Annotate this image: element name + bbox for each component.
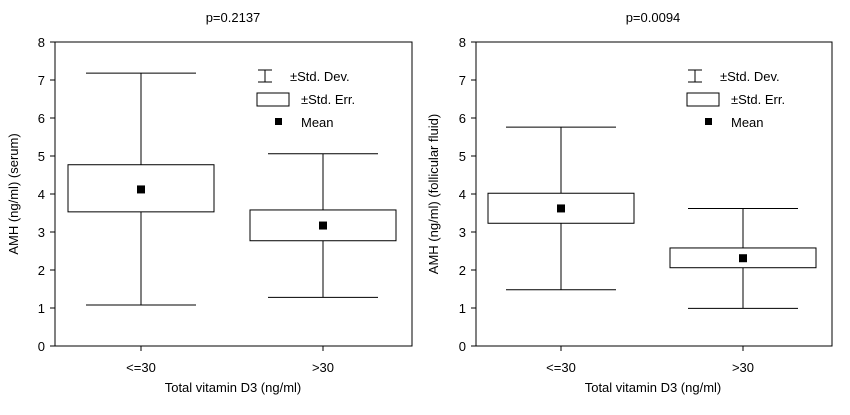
legend: ±Std. Dev. ±Std. Err. Mean — [256, 69, 355, 130]
legend-label-std-err: ±Std. Err. — [301, 92, 355, 107]
legend-label-mean: Mean — [731, 115, 764, 130]
y-tick-label: 7 — [459, 73, 466, 88]
x-tick-label: >30 — [732, 360, 754, 375]
legend-mean-symbol — [275, 118, 282, 125]
legend-label-std-dev: ±Std. Dev. — [290, 69, 350, 84]
chart-panel-follicular-fluid: p=0.0094 0 1 2 3 4 5 6 7 8 <=30 >30 Total vitamin D3… — [426, 10, 833, 395]
chart-title: p=0.0094 — [626, 10, 681, 25]
y-tick-label: 5 — [459, 149, 466, 164]
x-tick-label: >30 — [312, 360, 334, 375]
x-axis-title: Total vitamin D3 (ng/ml) — [165, 380, 302, 395]
y-tick-label: 1 — [459, 301, 466, 316]
x-tick-label: <=30 — [126, 360, 156, 375]
x-tick-label: <=30 — [546, 360, 576, 375]
y-axis-title: AMH (ng/ml) (serum) — [6, 133, 21, 254]
y-tick-label: 8 — [38, 35, 45, 50]
box-group — [249, 153, 397, 298]
box-group — [669, 207, 817, 309]
legend-label-std-dev: ±Std. Dev. — [720, 69, 780, 84]
y-tick-label: 2 — [459, 263, 466, 278]
y-tick-label: 5 — [38, 149, 45, 164]
y-tick-label: 0 — [38, 339, 45, 354]
y-tick-label: 6 — [38, 111, 45, 126]
box-group — [487, 126, 635, 291]
legend-box-symbol — [256, 92, 290, 107]
y-tick-label: 0 — [459, 339, 466, 354]
mean-marker — [739, 254, 747, 263]
legend: ±Std. Dev. ±Std. Err. Mean — [686, 69, 785, 130]
y-axis-title: AMH (ng/ml) (follicular fluid) — [426, 114, 441, 274]
box-group — [67, 72, 215, 306]
y-tick-label: 4 — [459, 187, 466, 202]
y-tick-label: 4 — [38, 187, 45, 202]
legend-label-mean: Mean — [301, 115, 334, 130]
y-tick-label: 8 — [459, 35, 466, 50]
legend-label-std-err: ±Std. Err. — [731, 92, 785, 107]
mean-marker — [319, 221, 327, 230]
chart-title: p=0.2137 — [206, 10, 261, 25]
mean-marker — [557, 204, 565, 213]
x-axis-title: Total vitamin D3 (ng/ml) — [585, 380, 722, 395]
y-tick-label: 1 — [38, 301, 45, 316]
legend-box-symbol — [686, 92, 720, 107]
y-tick-label: 6 — [459, 111, 466, 126]
mean-marker — [137, 185, 145, 194]
legend-mean-symbol — [705, 118, 712, 125]
y-tick-label: 3 — [459, 225, 466, 240]
chart-panel-serum: p=0.2137 0 1 2 3 4 5 6 7 8 <=30 >30 Total vitamin D3… — [6, 10, 413, 395]
y-tick-label: 2 — [38, 263, 45, 278]
y-tick-label: 3 — [38, 225, 45, 240]
y-tick-label: 7 — [38, 73, 45, 88]
